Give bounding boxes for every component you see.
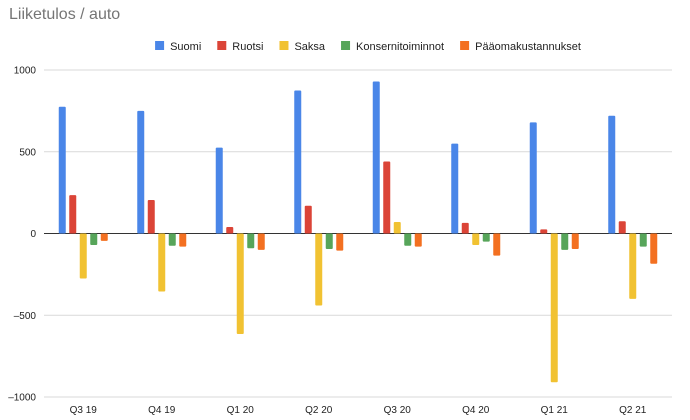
legend-label: Suomi (170, 41, 201, 53)
legend-item: Pääomakustannukset (460, 41, 581, 53)
bar-pääomakustannukset-q2-20 (336, 233, 344, 251)
bar-suomi-q1-20 (215, 147, 223, 234)
x-tick-label: Q4 19 (148, 405, 176, 416)
legend: Suomi Ruotsi Saksa Konsernitoiminnot Pääomak… (155, 41, 581, 53)
x-tick-label: Q2 20 (305, 405, 333, 416)
bar-ruotsi-q3-19 (69, 195, 77, 234)
legend-item: Ruotsi (217, 41, 263, 53)
bar-pääomakustannukset-q3-19 (100, 233, 108, 241)
x-tick-label: Q3 20 (384, 405, 412, 416)
bar-pääomakustannukset-q2-21 (650, 233, 658, 264)
bar-suomi-q3-19 (58, 106, 66, 234)
legend-swatch (460, 41, 470, 50)
bar-ruotsi-q1-21 (540, 229, 548, 234)
x-tick-label: Q1 21 (541, 405, 569, 416)
bar-ruotsi-q2-20 (304, 205, 312, 234)
legend-label: Ruotsi (232, 41, 263, 53)
legend-swatch (155, 41, 165, 50)
legend-swatch (217, 41, 227, 50)
bar-konsernitoiminnot-q1-21 (561, 233, 569, 250)
bar-pääomakustannukset-q4-20 (493, 233, 501, 256)
bar-saksa-q3-19 (79, 233, 87, 279)
bar-saksa-q1-21 (550, 233, 558, 383)
bar-saksa-q3-20 (393, 222, 401, 234)
bar-saksa-q4-20 (472, 233, 480, 245)
bar-konsernitoiminnot-q4-19 (168, 233, 176, 246)
y-tick-label: –500 (14, 311, 37, 322)
bar-konsernitoiminnot-q3-20 (404, 233, 412, 246)
bar-konsernitoiminnot-q3-19 (90, 233, 98, 245)
legend-item: Suomi (155, 41, 201, 53)
legend-label: Pääomakustannukset (475, 41, 581, 53)
y-tick-label: 1000 (14, 66, 37, 77)
bar-pääomakustannukset-q4-19 (179, 233, 187, 247)
chart-title: Liiketulos / auto (9, 6, 121, 23)
bar-suomi-q1-21 (529, 122, 537, 234)
bar-konsernitoiminnot-q2-20 (325, 233, 333, 250)
bar-pääomakustannukset-q1-20 (257, 233, 265, 250)
y-tick-label: –1000 (8, 393, 36, 404)
bar-suomi-q4-19 (137, 110, 145, 234)
bar-pääomakustannukset-q1-21 (571, 233, 579, 250)
bar-konsernitoiminnot-q1-20 (247, 233, 255, 249)
bar-suomi-q3-20 (372, 81, 380, 234)
bar-ruotsi-q2-21 (618, 221, 626, 234)
bar-suomi-q2-20 (294, 90, 302, 234)
bar-ruotsi-q4-19 (147, 199, 155, 234)
bar-pääomakustannukset-q3-20 (414, 233, 422, 247)
y-tick-label: 500 (19, 147, 36, 158)
x-axis: Q3 19 Q4 19 Q1 20 Q2 20 Q3 20 Q4 20 Q1 21 Q2 21 (70, 405, 647, 416)
legend-swatch (279, 41, 289, 50)
x-tick-label: Q3 19 (70, 405, 98, 416)
bar-suomi-q2-21 (608, 115, 616, 234)
legend-item: Saksa (279, 41, 326, 53)
y-tick-label: 0 (30, 229, 36, 240)
bar-saksa-q2-21 (629, 233, 637, 299)
x-tick-label: Q2 21 (619, 405, 647, 416)
bars (58, 81, 658, 383)
bar-ruotsi-q4-20 (461, 222, 469, 234)
bar-saksa-q2-20 (315, 233, 323, 306)
bar-saksa-q1-20 (236, 233, 244, 335)
bar-konsernitoiminnot-q2-21 (639, 233, 647, 247)
bar-konsernitoiminnot-q4-20 (482, 233, 490, 242)
bar-ruotsi-q1-20 (226, 226, 234, 234)
y-axis: 1000 500 0 –500 –1000 (8, 66, 36, 404)
legend-label: Konsernitoiminnot (356, 41, 444, 53)
x-tick-label: Q1 20 (227, 405, 255, 416)
bar-saksa-q4-19 (158, 233, 166, 292)
legend-item: Konsernitoiminnot (341, 41, 444, 53)
bar-suomi-q4-20 (451, 143, 459, 234)
gridlines (44, 69, 672, 398)
legend-swatch (341, 41, 351, 50)
bar-ruotsi-q3-20 (383, 161, 391, 234)
x-tick-label: Q4 20 (462, 405, 490, 416)
legend-label: Saksa (294, 41, 325, 53)
